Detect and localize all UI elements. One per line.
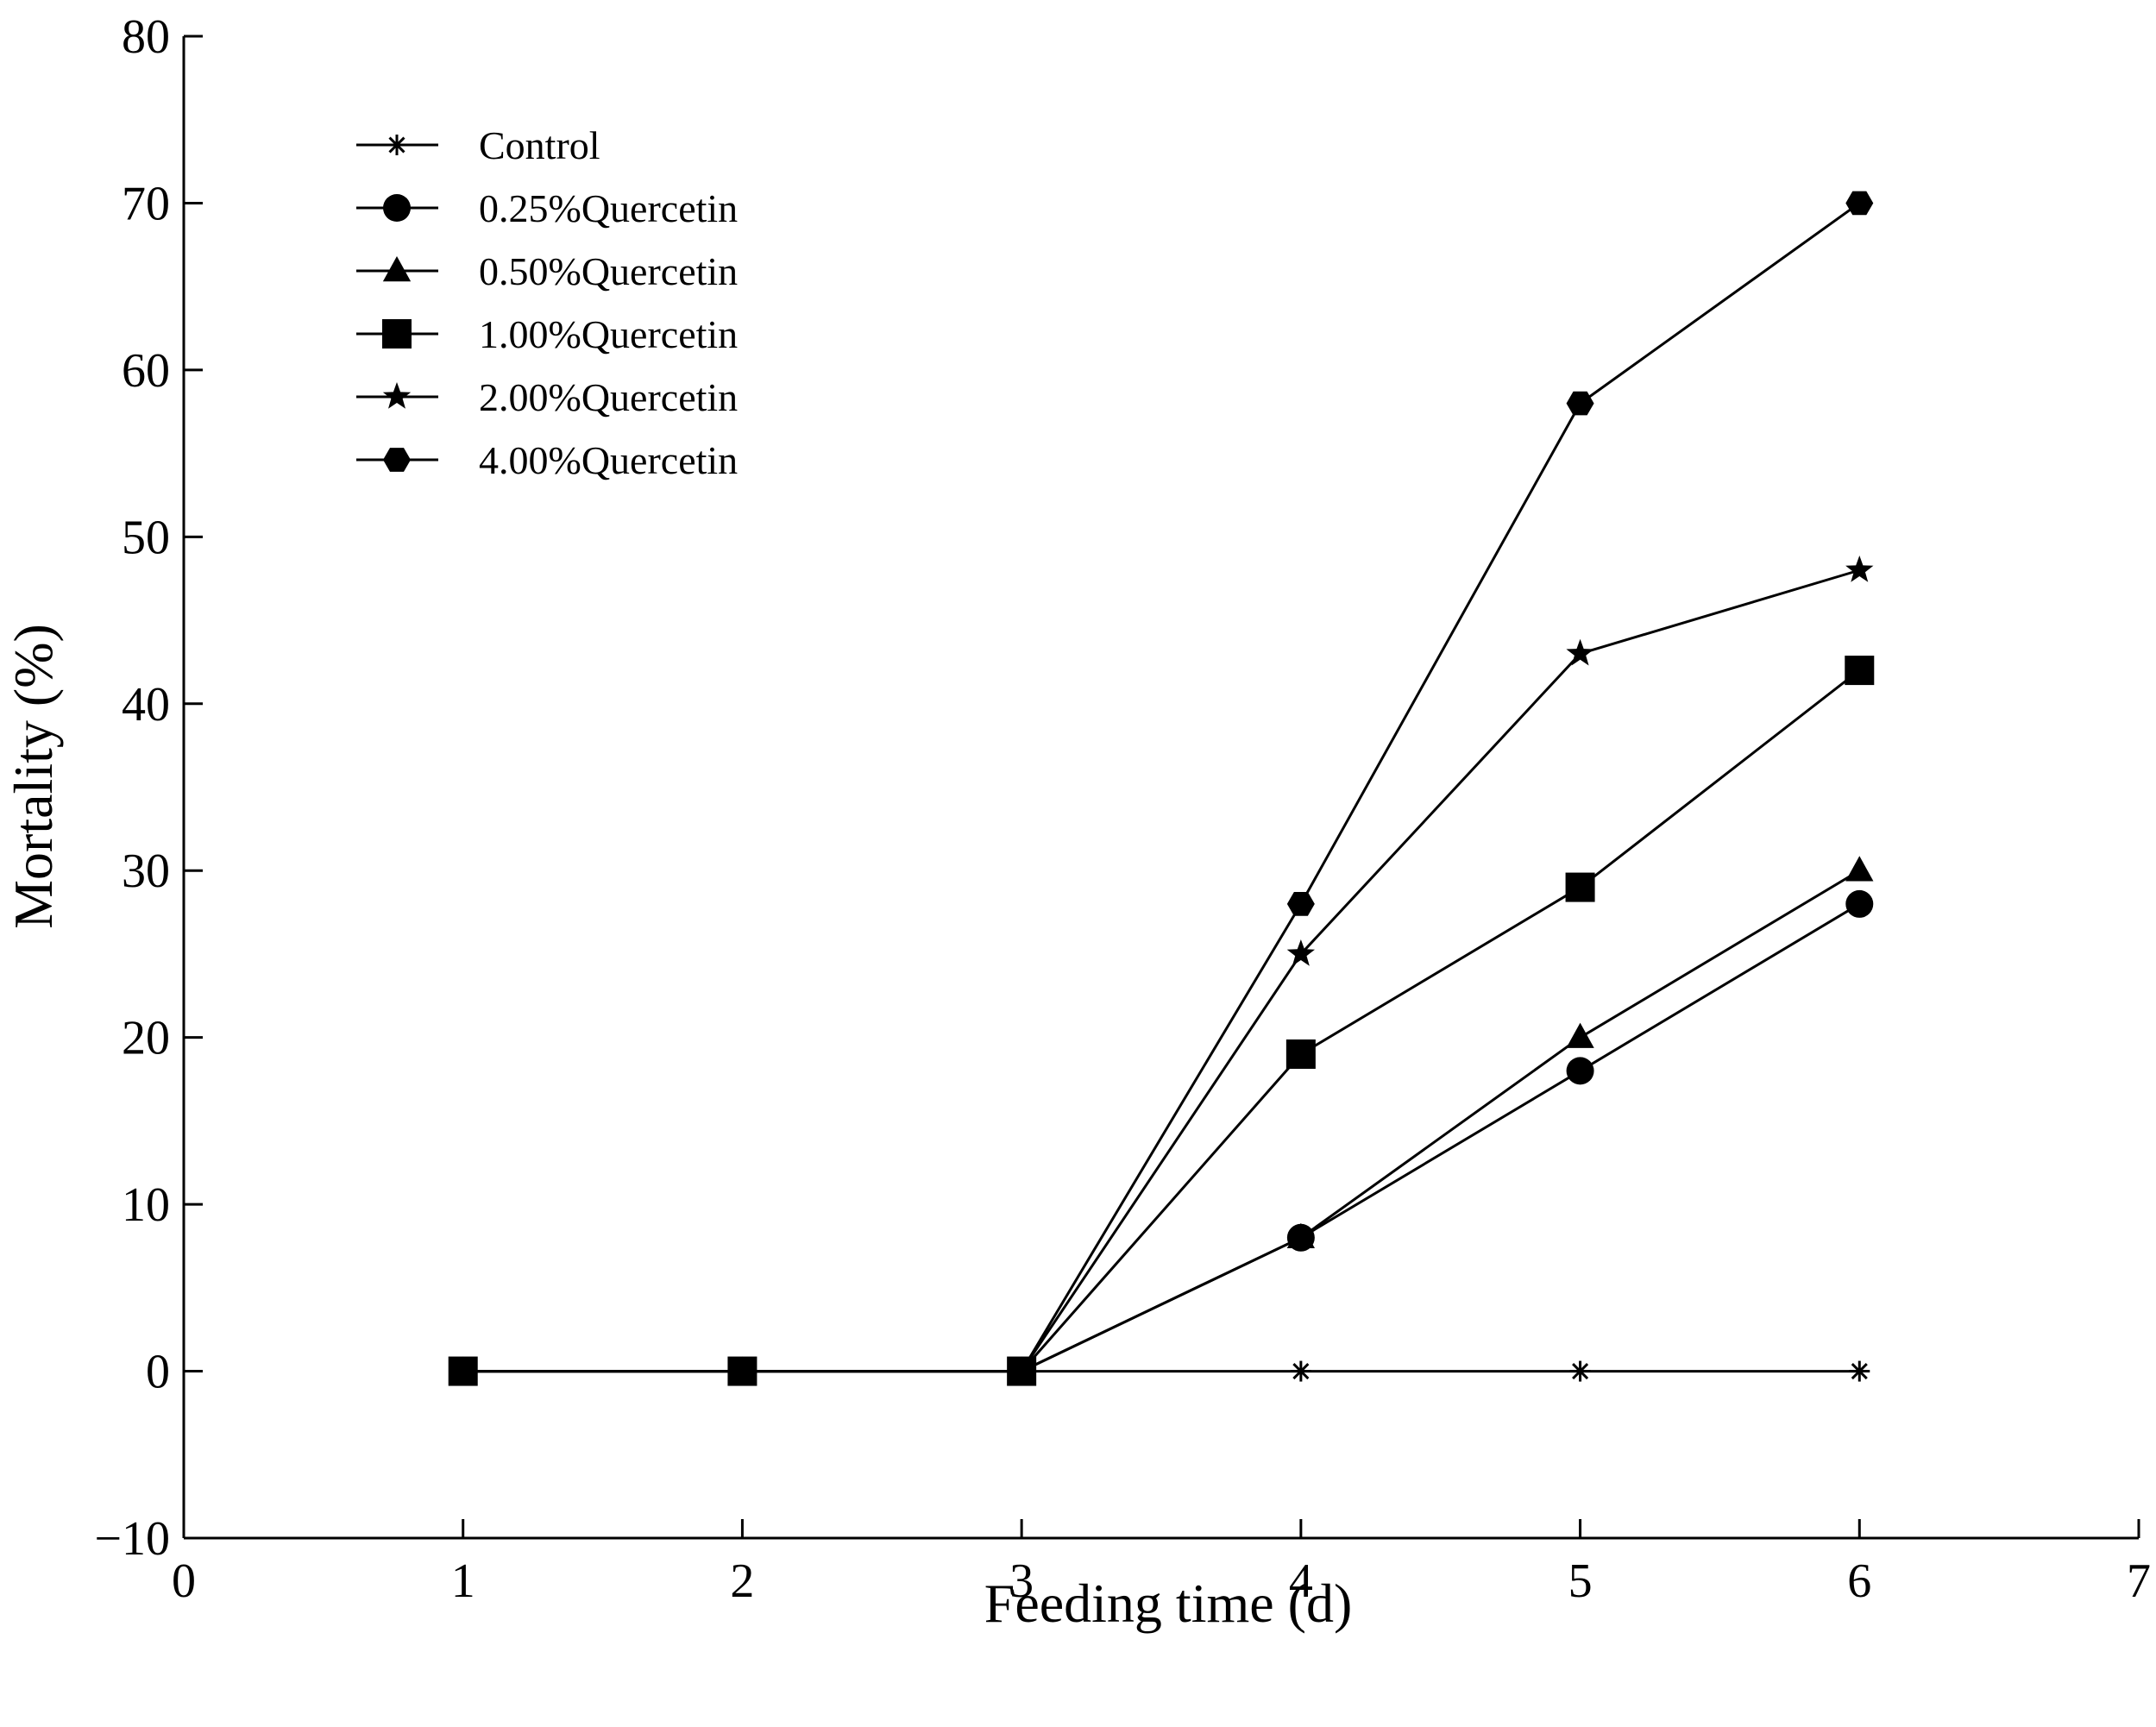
data-point-hexagon xyxy=(1845,191,1874,216)
y-tick-label: 40 xyxy=(122,678,170,732)
series-square xyxy=(462,669,1861,1373)
data-point-triangle xyxy=(1566,1022,1594,1048)
y-tick-label: −10 xyxy=(94,1512,170,1566)
x-tick-label: 6 xyxy=(1847,1554,1871,1608)
legend-item: 0.25%Quercetin xyxy=(356,186,738,230)
data-point-triangle xyxy=(1286,1222,1316,1249)
series-line xyxy=(462,202,1861,1373)
x-tick-label: 0 xyxy=(172,1554,196,1608)
series-markers-hexagon xyxy=(449,191,1874,1384)
data-point-star xyxy=(1566,638,1594,666)
legend-square-marker xyxy=(382,319,412,349)
series-markers-star xyxy=(449,556,1874,1384)
legend-item: Control xyxy=(356,123,600,167)
series-line xyxy=(462,869,1861,1373)
y-tick-label: 80 xyxy=(122,10,170,64)
data-point-circle xyxy=(1845,889,1874,918)
data-point-square xyxy=(1565,872,1595,902)
x-axis-title: Feeding time (d) xyxy=(984,1573,1353,1634)
legend-label: 0.25%Quercetin xyxy=(479,186,738,230)
data-point-star xyxy=(1286,939,1316,966)
series-triangle xyxy=(462,869,1861,1373)
y-tick-label: 20 xyxy=(122,1012,170,1065)
data-point-asterisk xyxy=(1849,1360,1870,1382)
y-tick-label: 60 xyxy=(122,344,170,398)
y-tick-label: 50 xyxy=(122,511,170,564)
data-point-hexagon xyxy=(1566,391,1594,416)
legend-label: 2.00%Quercetin xyxy=(479,375,738,419)
data-point-hexagon xyxy=(1286,892,1315,916)
x-tick-label: 5 xyxy=(1568,1554,1593,1608)
legend-label: 0.50%Quercetin xyxy=(479,249,738,293)
legend-asterisk-marker xyxy=(387,135,407,155)
data-series xyxy=(448,191,1875,1386)
data-point-star xyxy=(1845,556,1874,582)
y-tick-label: 10 xyxy=(122,1178,170,1232)
legend-circle-marker xyxy=(383,194,411,222)
legend-star-marker xyxy=(382,382,412,409)
legend-item: 0.50%Quercetin xyxy=(356,249,738,293)
y-tick-label: 30 xyxy=(122,845,170,898)
legend-label: 4.00%Quercetin xyxy=(479,438,738,482)
x-tick-label: 1 xyxy=(451,1554,475,1608)
series-line xyxy=(462,568,1860,1373)
legend-label: Control xyxy=(479,123,600,167)
data-point-hexagon xyxy=(728,1359,757,1384)
series-line xyxy=(462,669,1861,1373)
data-point-triangle xyxy=(1845,856,1874,882)
data-point-square xyxy=(1285,1039,1316,1070)
legend-triangle-marker xyxy=(382,256,412,282)
x-tick-label: 3 xyxy=(1009,1554,1034,1608)
series-markers-square xyxy=(448,656,1875,1386)
x-tick-label: 2 xyxy=(730,1554,754,1608)
x-tick-label: 7 xyxy=(2127,1554,2151,1608)
legend-item: 4.00%Quercetin xyxy=(356,438,738,482)
data-point-square xyxy=(1845,656,1875,686)
y-tick-label: 70 xyxy=(122,177,170,230)
data-point-asterisk xyxy=(1290,1360,1311,1382)
series-star xyxy=(462,568,1860,1373)
legend-hexagon-marker xyxy=(383,448,411,472)
data-point-hexagon xyxy=(1008,1359,1036,1384)
legend-item: 1.00%Quercetin xyxy=(356,312,738,356)
legend: Control 0.25%Quercetin 0.50%Quercetin 1.00%… xyxy=(356,123,738,482)
y-axis-title: Mortality (%) xyxy=(3,624,64,929)
legend-item: 2.00%Quercetin xyxy=(356,375,738,419)
x-tick-label: 4 xyxy=(1289,1554,1313,1608)
legend-label: 1.00%Quercetin xyxy=(479,312,738,356)
data-point-hexagon xyxy=(449,1359,477,1384)
data-point-asterisk xyxy=(1569,1360,1591,1382)
series-hexagon xyxy=(462,202,1861,1373)
y-tick-label: 0 xyxy=(146,1346,170,1399)
data-point-circle xyxy=(1566,1057,1594,1085)
series-markers-triangle xyxy=(449,856,1874,1382)
